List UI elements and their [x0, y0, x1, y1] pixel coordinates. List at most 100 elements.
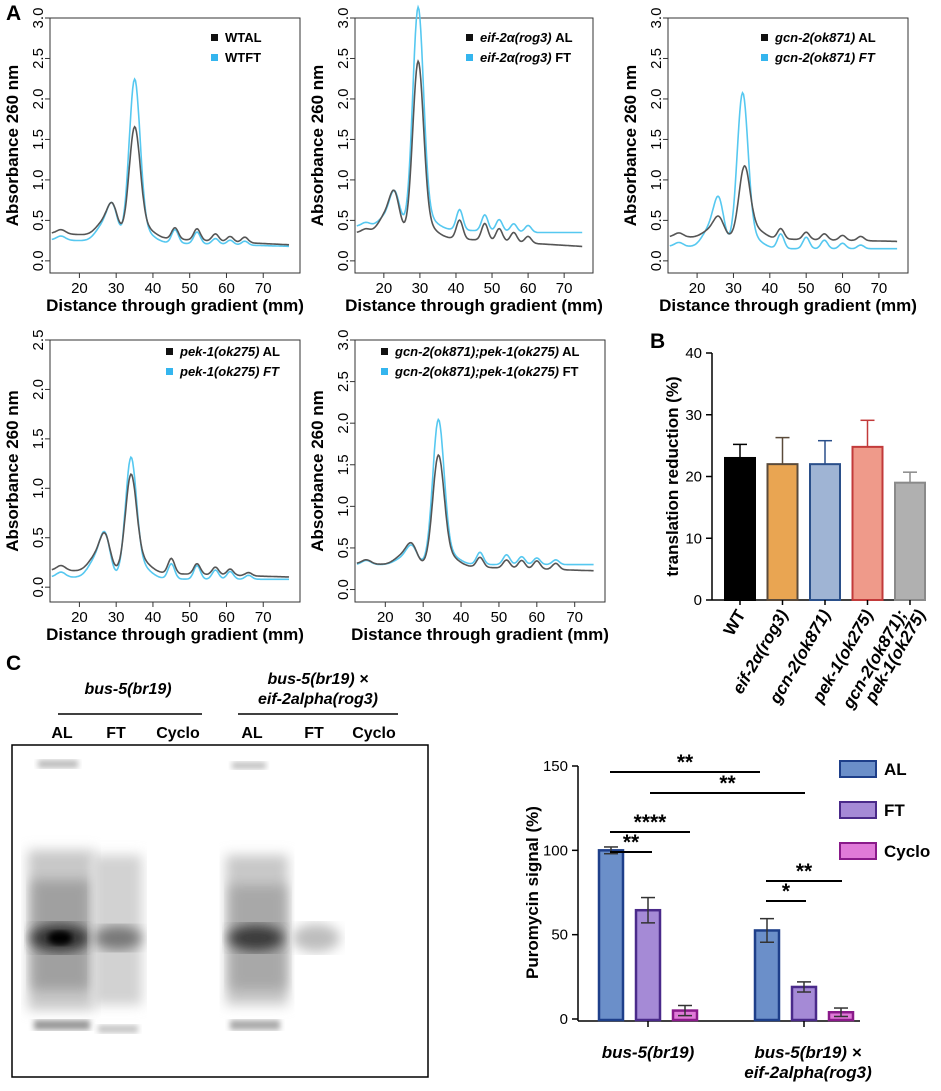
- y-tick-label: 1.5: [648, 129, 665, 150]
- x-tick-label: 20: [377, 609, 394, 626]
- x-axis-label: Distance through gradient (mm): [659, 296, 917, 315]
- bar-ft: [634, 908, 662, 1022]
- x-tick-label: 50: [181, 280, 198, 297]
- x-tick-label: 30: [725, 280, 742, 297]
- y-tick-label: 0.0: [30, 250, 47, 271]
- bar: [766, 463, 799, 601]
- blot-lanes-image: [28, 760, 340, 1033]
- y-axis-label: translation reduction (%): [663, 376, 682, 576]
- significance-label: **: [796, 860, 813, 883]
- blot-lane-label-6: Cyclo: [352, 725, 396, 742]
- x-tick-label: 50: [491, 609, 508, 626]
- x-tick-label: 50: [181, 609, 198, 626]
- y-tick-label: 20: [685, 469, 702, 486]
- polysome-profile-eif2a: 0.0 0.5 1.0 1.5 2.0 2.5 3.0 20 30 40 50 60 70 Absorba…: [308, 4, 603, 315]
- trace-ft: [356, 417, 594, 566]
- x-axis-label: Distance through gradient (mm): [46, 625, 304, 644]
- significance-label: ****: [634, 811, 668, 834]
- x-tick-label: 20: [71, 609, 88, 626]
- x-tick-label: 70: [871, 280, 888, 297]
- plot-frame: [49, 17, 301, 274]
- y-tick-label: 0.0: [648, 250, 665, 271]
- y-axis-label: Absorbance 260 nm: [3, 390, 22, 552]
- plot-frame: [49, 339, 301, 603]
- x-tick-label: 70: [566, 609, 583, 626]
- x-category-label: WT: [720, 606, 750, 639]
- y-tick-label: 1.5: [30, 428, 47, 449]
- legend-label: gcn-2(ok871);pek-1(ok275) AL: [394, 344, 580, 359]
- y-tick-label: 2.0: [648, 89, 665, 110]
- x-axis-label: Distance through gradient (mm): [351, 625, 609, 644]
- blot-lane-label-4: AL: [241, 725, 263, 742]
- significance-label: **: [623, 831, 640, 854]
- x-tick-label: 60: [218, 609, 235, 626]
- legend-label: pek-1(ok275) FT: [179, 364, 280, 379]
- blot-lane-label-2: FT: [106, 725, 126, 742]
- trace-al: [356, 453, 594, 572]
- y-tick-label: 1.5: [335, 129, 352, 150]
- y-tick-label: 100: [543, 842, 568, 859]
- y-tick-label: 2.5: [648, 48, 665, 69]
- puromycin-signal-chart: 0 50 100 150 Puromycin signal (%) bus-5(br19)…: [523, 751, 930, 1082]
- x-tick-label: 60: [834, 280, 851, 297]
- x-tick-label: 70: [556, 280, 573, 297]
- legend-swatch: [839, 760, 877, 778]
- trace-al: [356, 59, 583, 248]
- legend-label: pek-1(ok275) AL: [179, 344, 280, 359]
- y-tick-label: 2.5: [335, 371, 352, 392]
- x-tick-label: 40: [145, 280, 162, 297]
- trace-ft: [51, 455, 289, 581]
- legend-swatch: [839, 801, 877, 819]
- trace-al: [51, 125, 290, 246]
- y-axis-label: Puromycin signal (%): [523, 806, 542, 979]
- bar-al: [753, 929, 781, 1022]
- legend-swatch: [466, 34, 473, 41]
- y-tick-label: 2.5: [335, 48, 352, 69]
- x-tick-label: 60: [520, 280, 537, 297]
- bar: [724, 456, 756, 601]
- y-tick-label: 2.0: [335, 413, 352, 434]
- y-axis-label: Absorbance 260 nm: [308, 65, 327, 227]
- y-tick-label: 2.0: [30, 89, 47, 110]
- panel-label-c: C: [6, 652, 21, 675]
- y-tick-label: 3.0: [335, 8, 352, 29]
- polysome-profile-pek1: 0.0 0.5 1.0 1.5 2.0 2.5 20 30 40 50 60 70 Absorbance…: [3, 330, 304, 644]
- legend-swatch: [839, 842, 877, 860]
- panel-label-b: B: [650, 330, 665, 353]
- y-tick-label: 3.0: [335, 330, 352, 351]
- y-tick-label: 2.0: [335, 89, 352, 110]
- x-tick-label: 60: [528, 609, 545, 626]
- x-tick-label: 20: [71, 280, 88, 297]
- bar: [809, 463, 841, 601]
- blot-group2-title-line1: bus-5(br19) ×: [268, 671, 369, 688]
- x-tick-label: 20: [689, 280, 706, 297]
- y-tick-label: 10: [685, 530, 702, 547]
- y-axis-label: Absorbance 260 nm: [621, 65, 640, 227]
- legend-label: WTFT: [225, 50, 261, 65]
- y-tick-label: 0.5: [335, 210, 352, 231]
- plot-frame: [354, 17, 594, 274]
- polysome-profile-gcn2: 0.0 0.5 1.0 1.5 2.0 2.5 3.0 20 30 40 50 60 70 Absorba…: [621, 8, 917, 315]
- significance-label: **: [719, 772, 736, 795]
- legend-swatch: [381, 368, 388, 375]
- legend-swatch: [166, 368, 173, 375]
- x-tick-label: 30: [412, 280, 429, 297]
- legend-label: FT: [884, 801, 905, 820]
- y-tick-label: 2.5: [30, 48, 47, 69]
- legend-label: eif-2α(rog3) FT: [480, 50, 571, 65]
- x-tick-label: 40: [453, 609, 470, 626]
- y-tick-label: 150: [543, 758, 568, 775]
- y-tick-label: 1.5: [335, 454, 352, 475]
- x-tick-label: 60: [218, 280, 235, 297]
- y-tick-label: 2.5: [30, 330, 47, 351]
- y-tick-label: 2.0: [30, 379, 47, 400]
- legend-swatch: [211, 34, 218, 41]
- y-tick-label: 3.0: [648, 8, 665, 29]
- x-tick-label: 50: [484, 280, 501, 297]
- y-tick-label: 1.0: [335, 169, 352, 190]
- y-tick-label: 1.0: [30, 169, 47, 190]
- legend-label: gcn-2(ok871) FT: [774, 50, 876, 65]
- y-tick-label: 1.0: [648, 169, 665, 190]
- y-tick-label: 0.0: [30, 577, 47, 598]
- blot-group2-title-line2: eif-2alpha(rog3): [258, 691, 378, 708]
